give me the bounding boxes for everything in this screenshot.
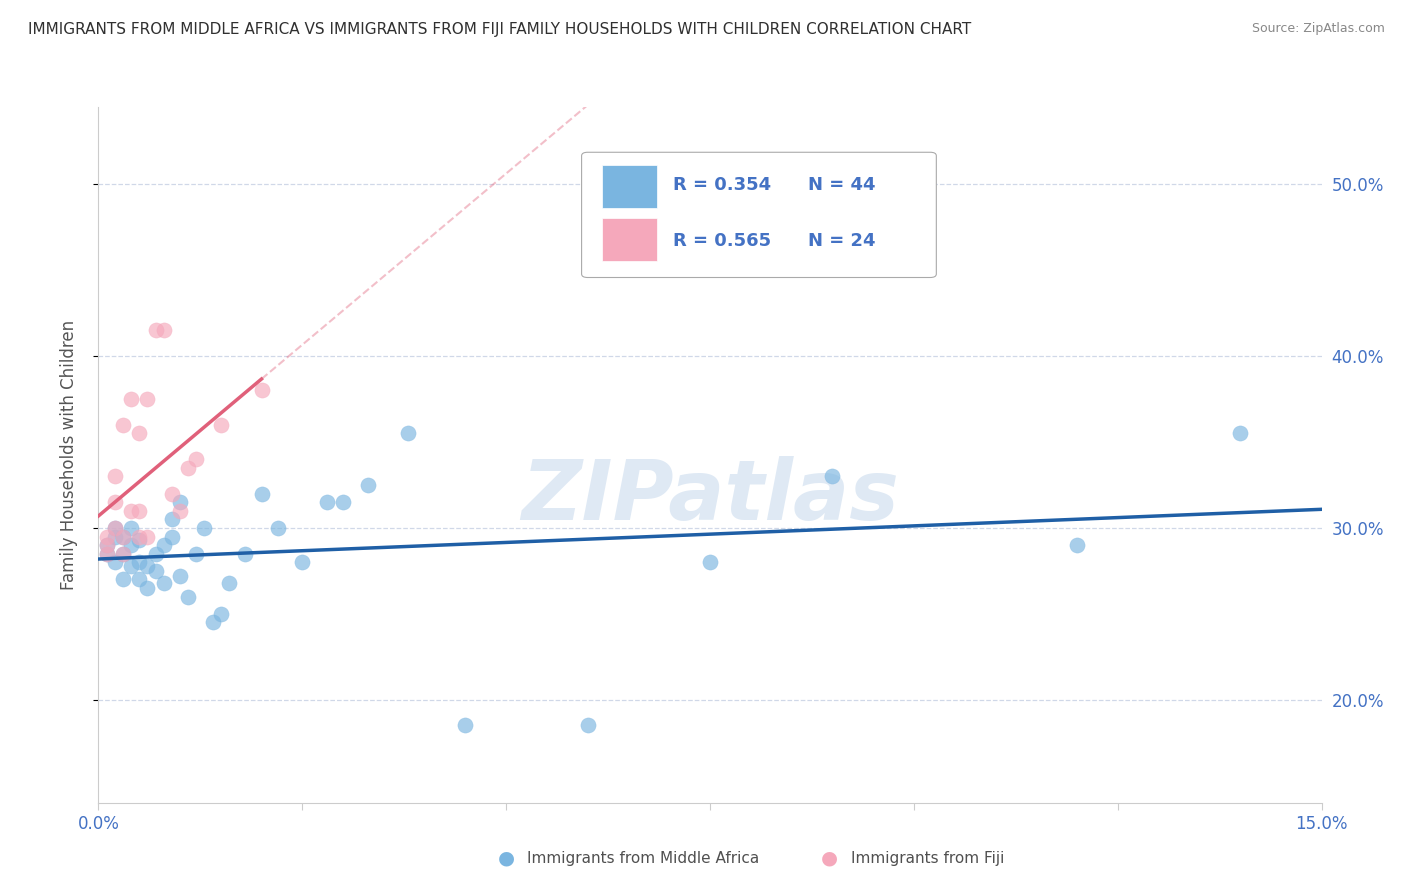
Point	[250, 384, 273, 398]
Point	[111, 547, 134, 561]
Point	[332, 495, 354, 509]
Point	[111, 573, 134, 587]
Point	[1229, 426, 1251, 441]
Point	[104, 529, 127, 543]
Point	[128, 573, 150, 587]
Point	[128, 504, 150, 518]
Point	[104, 521, 127, 535]
Point	[699, 555, 721, 569]
Point	[136, 558, 159, 573]
Point	[177, 590, 200, 604]
Text: N = 44: N = 44	[808, 176, 876, 194]
Point	[1066, 538, 1088, 552]
Point	[160, 512, 183, 526]
FancyBboxPatch shape	[602, 219, 658, 261]
Point	[396, 426, 419, 441]
Point	[111, 529, 134, 543]
Point	[821, 469, 844, 483]
Point	[128, 555, 150, 569]
Point	[96, 538, 118, 552]
Point	[128, 426, 150, 441]
Point	[186, 452, 208, 467]
Point	[111, 417, 134, 432]
Point	[104, 495, 127, 509]
Point	[201, 615, 224, 630]
Point	[315, 495, 337, 509]
Text: R = 0.565: R = 0.565	[673, 232, 772, 250]
Point	[104, 521, 127, 535]
Point	[152, 538, 174, 552]
FancyBboxPatch shape	[602, 165, 658, 208]
Point	[96, 547, 118, 561]
Point	[250, 486, 273, 500]
Point	[160, 529, 183, 543]
Text: ●: ●	[821, 848, 838, 868]
Point	[104, 555, 127, 569]
Text: Immigrants from Fiji: Immigrants from Fiji	[851, 851, 1004, 865]
Point	[177, 460, 200, 475]
Point	[104, 469, 127, 483]
Point	[145, 547, 167, 561]
Point	[267, 521, 290, 535]
Point	[128, 529, 150, 543]
Point	[356, 478, 378, 492]
Point	[169, 569, 191, 583]
Point	[120, 558, 142, 573]
Point	[120, 504, 142, 518]
Y-axis label: Family Households with Children: Family Households with Children	[59, 320, 77, 590]
Point	[145, 323, 167, 337]
Text: IMMIGRANTS FROM MIDDLE AFRICA VS IMMIGRANTS FROM FIJI FAMILY HOUSEHOLDS WITH CHI: IMMIGRANTS FROM MIDDLE AFRICA VS IMMIGRA…	[28, 22, 972, 37]
Text: R = 0.354: R = 0.354	[673, 176, 772, 194]
Point	[209, 607, 232, 621]
Point	[291, 555, 314, 569]
Point	[120, 392, 142, 406]
FancyBboxPatch shape	[582, 153, 936, 277]
Point	[233, 547, 256, 561]
Text: Immigrants from Middle Africa: Immigrants from Middle Africa	[527, 851, 759, 865]
Point	[111, 529, 134, 543]
Point	[120, 521, 142, 535]
Point	[136, 581, 159, 595]
Point	[152, 323, 174, 337]
Point	[454, 718, 477, 732]
Point	[169, 495, 191, 509]
Point	[218, 575, 240, 590]
Point	[576, 718, 599, 732]
Point	[96, 538, 118, 552]
Text: N = 24: N = 24	[808, 232, 876, 250]
Text: Source: ZipAtlas.com: Source: ZipAtlas.com	[1251, 22, 1385, 36]
Point	[120, 538, 142, 552]
Point	[96, 529, 118, 543]
Point	[209, 417, 232, 432]
Text: ●: ●	[498, 848, 515, 868]
Point	[160, 486, 183, 500]
Point	[186, 547, 208, 561]
Point	[193, 521, 215, 535]
Point	[111, 547, 134, 561]
Point	[169, 504, 191, 518]
Point	[136, 529, 159, 543]
Point	[136, 392, 159, 406]
Point	[96, 547, 118, 561]
Point	[152, 575, 174, 590]
Point	[128, 533, 150, 547]
Point	[145, 564, 167, 578]
Text: ZIPatlas: ZIPatlas	[522, 456, 898, 537]
